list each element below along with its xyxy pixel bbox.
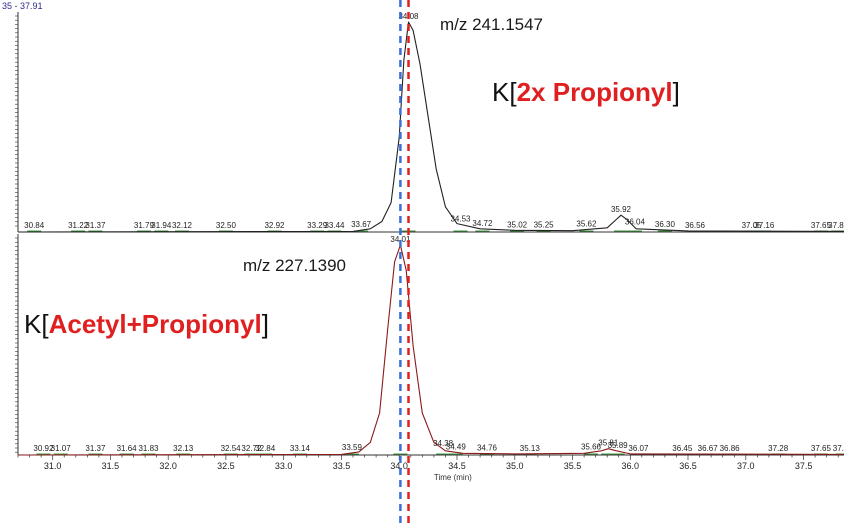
top-peak-label: 36.56 — [685, 221, 706, 230]
bottom-peak-label: 31.07 — [51, 444, 72, 453]
bottom-peak-label: 34.38 — [433, 439, 454, 448]
top-peak-label: 36.04 — [625, 218, 646, 227]
top-peak-label: 35.92 — [611, 205, 632, 214]
top-peak-label: 37.80 — [828, 221, 844, 230]
top-peak-label: 33.29 — [307, 221, 328, 230]
top-peak-label: 30.84 — [24, 221, 45, 230]
x-axis-tick-label: 32.5 — [217, 461, 235, 471]
top-panel-y-ticks — [15, 15, 18, 227]
bottom-peak-label: 30.92 — [33, 444, 54, 453]
x-axis-tick-label: 37.0 — [737, 461, 755, 471]
bottom-peak-label: 32.72 — [241, 444, 262, 453]
bottom-peak-label: 36.86 — [720, 444, 741, 453]
top-peak-label: 32.92 — [264, 221, 285, 230]
top-modification-label: K[2x Propionyl] — [492, 77, 680, 108]
bottom-mz-label: m/z 227.1390 — [243, 256, 347, 275]
x-axis-tick-label: 32.0 — [159, 461, 177, 471]
bottom-panel-trace — [17, 244, 844, 456]
bottom-trace-line — [17, 244, 844, 456]
x-axis-tick-label: 37.5 — [795, 461, 813, 471]
top-peak-label: 34.53 — [450, 214, 471, 223]
top-peak-label: 32.50 — [216, 221, 237, 230]
x-axis-tick-label: 36.0 — [622, 461, 640, 471]
top-peak-label: 36.30 — [655, 220, 676, 229]
bottom-peak-label: 31.64 — [117, 444, 138, 453]
x-axis-tick-labels: 31.0 31.5 32.0 32.5 33.0 33.5 34.0 34.5 35.0 35.5… — [44, 461, 812, 471]
bottom-peak-label: 34.49 — [446, 442, 467, 451]
top-peak-label: 35.02 — [507, 220, 528, 229]
bottom-modification-prefix: K[ — [24, 309, 49, 339]
bottom-peak-label: 36.67 — [698, 444, 719, 453]
top-peak-label: 33.67 — [351, 220, 372, 229]
top-peak-label: 35.25 — [534, 221, 555, 230]
x-axis-tick-label: 36.5 — [679, 461, 697, 471]
bottom-peak-label: 36.45 — [672, 444, 693, 453]
bottom-peak-label: 35.13 — [520, 444, 541, 453]
bottom-peak-label: 32.54 — [221, 444, 242, 453]
bottom-peak-label: 33.14 — [290, 444, 311, 453]
bottom-peak-label: 34.76 — [477, 444, 498, 453]
top-peak-label: 37.05 — [742, 221, 763, 230]
top-peak-label: 35.62 — [576, 220, 597, 229]
top-peak-label: 37.16 — [754, 221, 775, 230]
x-axis-tick-label: 34.0 — [390, 461, 408, 471]
bottom-peak-label: 32.13 — [173, 444, 194, 453]
bottom-peak-label: 33.59 — [342, 443, 363, 452]
time-range-label: 35 - 37.91 — [2, 1, 43, 11]
bottom-peak-label: 37.65 — [811, 444, 832, 453]
top-peak-label: 31.94 — [151, 221, 172, 230]
top-panel-trace — [17, 21, 844, 233]
top-modification-highlight: 2x Propionyl — [516, 77, 673, 107]
bottom-panel-y-ticks — [15, 237, 18, 453]
top-peak-label: 31.22 — [68, 221, 89, 230]
x-axis-tick-label: 31.0 — [44, 461, 62, 471]
x-axis-tick-label: 35.0 — [506, 461, 524, 471]
top-peak-label: 33.44 — [324, 221, 345, 230]
x-axis-tick-label: 35.5 — [564, 461, 582, 471]
bottom-peak-label: 31.37 — [85, 444, 106, 453]
top-trace-line — [17, 21, 844, 233]
top-peak-label: 34.72 — [472, 219, 493, 228]
x-axis-tick-label: 33.0 — [275, 461, 293, 471]
top-modification-prefix: K[ — [492, 77, 517, 107]
top-peak-label: 37.65 — [811, 221, 832, 230]
bottom-modification-label: K[Acetyl+Propionyl] — [24, 309, 269, 340]
top-peak-label: 31.79 — [134, 221, 155, 230]
bottom-peak-label: 32.84 — [255, 444, 276, 453]
bottom-modification-suffix: ] — [261, 309, 269, 339]
bottom-peak-label: 34.01 — [390, 235, 411, 244]
x-axis-tick-label: 34.5 — [448, 461, 466, 471]
bottom-peak-label: 35.66 — [581, 442, 602, 451]
bottom-peak-label: 36.07 — [628, 444, 649, 453]
x-axis-title: Time (min) — [434, 473, 472, 482]
top-peak-label: 31.37 — [85, 221, 106, 230]
top-mz-label: m/z 241.1547 — [440, 15, 544, 34]
bottom-peak-label: 37.28 — [768, 444, 789, 453]
top-modification-suffix: ] — [672, 77, 680, 107]
bottom-peak-label: 31.83 — [138, 444, 159, 453]
top-peak-label: 32.12 — [172, 221, 193, 230]
x-axis-tick-label: 33.5 — [333, 461, 351, 471]
bottom-peak-label: 35.89 — [608, 441, 629, 450]
bottom-modification-highlight: Acetyl+Propionyl — [48, 309, 262, 339]
x-axis-tick-label: 31.5 — [102, 461, 120, 471]
bottom-peak-label: 35.81 — [598, 439, 619, 448]
bottom-peak-label: 37.84 — [833, 444, 844, 453]
